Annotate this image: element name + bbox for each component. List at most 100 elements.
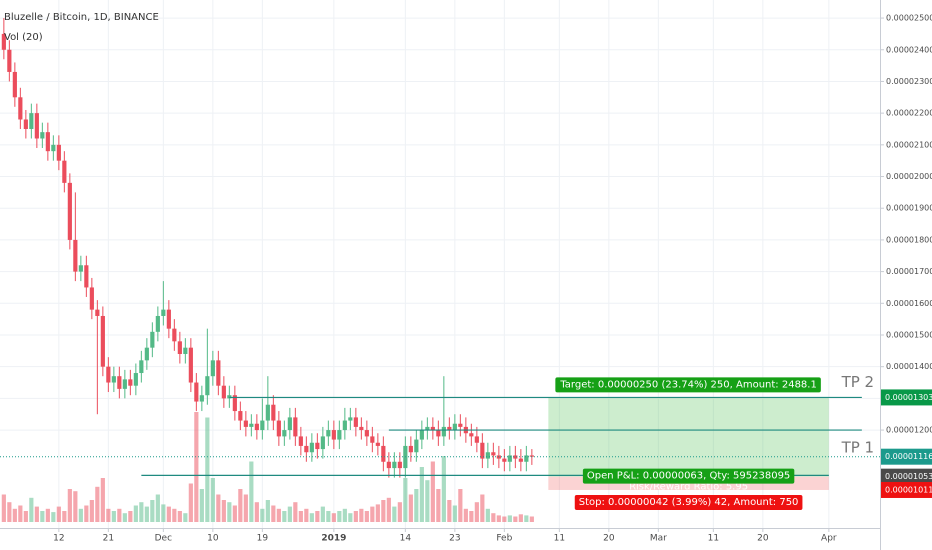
volume-bar xyxy=(496,515,501,522)
candle-body xyxy=(177,341,182,355)
candle-body xyxy=(359,426,364,431)
candle-body xyxy=(40,132,45,139)
candle-body xyxy=(183,347,188,355)
x-tick-label: 19 xyxy=(257,534,269,544)
candle-body xyxy=(205,376,210,396)
candle-body xyxy=(122,379,127,389)
candle-body xyxy=(45,132,50,152)
candle-body xyxy=(331,430,336,440)
candle-body xyxy=(425,426,430,431)
y-tick-label: 0.00002100 xyxy=(886,140,932,149)
candle-body xyxy=(287,417,292,431)
volume-bar xyxy=(408,494,413,522)
volume-bar xyxy=(425,480,430,522)
x-tick-label: Dec xyxy=(155,534,172,544)
volume-bar xyxy=(34,506,39,522)
candle-body xyxy=(95,309,100,316)
price-tag-label: 0.00001303 xyxy=(885,393,932,402)
candle-body xyxy=(447,426,452,431)
target-zone xyxy=(548,397,829,477)
candle-body xyxy=(133,373,138,386)
candle-body xyxy=(315,442,320,450)
candle-body xyxy=(419,430,424,440)
volume-bar xyxy=(117,508,122,522)
candle-body xyxy=(485,452,490,459)
x-tick-label: 20 xyxy=(757,534,769,544)
volume-bar xyxy=(419,467,424,522)
x-tick-label: 11 xyxy=(708,534,719,544)
volume-bar xyxy=(1,494,6,522)
candle-body xyxy=(452,423,457,431)
candle-body xyxy=(84,265,89,288)
volume-bar xyxy=(161,504,166,522)
volume-bar xyxy=(232,505,237,522)
candle-body xyxy=(342,420,347,431)
volume-bar xyxy=(392,506,397,522)
volume-bar xyxy=(353,511,358,522)
pnl-label-box xyxy=(582,468,795,484)
candle-body xyxy=(513,455,518,459)
candle-body xyxy=(392,461,397,469)
candle-body xyxy=(188,347,193,383)
volume-bar xyxy=(375,504,380,522)
volume-bar xyxy=(298,511,303,522)
y-tick-label: 0.00001700 xyxy=(886,267,932,276)
y-tick-label: 0.00001400 xyxy=(886,362,932,371)
candle-body xyxy=(320,436,325,450)
volume-bar xyxy=(111,511,116,522)
candle-body xyxy=(216,360,221,386)
volume-bar xyxy=(271,505,276,522)
candle-body xyxy=(293,417,298,437)
volume-bar xyxy=(7,502,12,522)
volume-bar xyxy=(238,489,243,522)
candle-body xyxy=(7,49,12,72)
volume-bar xyxy=(172,508,177,522)
volume-bar xyxy=(78,508,83,522)
candle-body xyxy=(436,430,441,437)
candle-body xyxy=(441,426,446,437)
volume-bar xyxy=(287,506,292,522)
candle-body xyxy=(276,420,281,437)
candle-body xyxy=(111,376,116,383)
candle-body xyxy=(1,33,6,50)
x-tick-label: 11 xyxy=(554,534,565,544)
candle-body xyxy=(249,423,254,427)
rr-label: Risk/Reward Ratio: 5.95 xyxy=(629,482,748,493)
x-tick-label: Mar xyxy=(650,534,667,544)
volume-bar xyxy=(342,508,347,522)
x-tick-label: Apr xyxy=(821,534,837,544)
chart-title: Bluzelle / Bitcoin, 1D, BINANCE xyxy=(4,12,159,23)
price-tag xyxy=(881,481,932,498)
candle-body xyxy=(12,71,17,98)
volume-bar xyxy=(166,506,171,522)
stop-label: Stop: 0.00000042 (3.99%) 42, Amount: 750 xyxy=(579,497,799,508)
level-label: TP 1 xyxy=(841,439,875,457)
volume-bar xyxy=(84,505,89,522)
y-tick-label: 0.00002200 xyxy=(886,109,932,118)
volume-bar xyxy=(381,500,386,522)
candle-body xyxy=(106,366,111,383)
volume-bar xyxy=(529,516,534,522)
volume-bar xyxy=(359,508,364,522)
volume-bar xyxy=(436,489,441,522)
price-tag xyxy=(881,468,932,485)
volume-bar xyxy=(260,508,265,522)
volume-bar xyxy=(513,516,518,522)
volume-bar xyxy=(458,489,463,522)
candle-body xyxy=(507,455,512,462)
price-tag-label: 0.00001116 xyxy=(885,452,932,461)
x-tick-label: 23 xyxy=(449,534,460,544)
candle-body xyxy=(210,360,215,377)
volume-bar xyxy=(309,513,314,522)
candle-body xyxy=(348,417,353,421)
volume-bar xyxy=(386,497,391,522)
x-tick-label: 20 xyxy=(603,534,615,544)
candle-body xyxy=(518,458,523,462)
volume-bar xyxy=(73,491,78,522)
candle-body xyxy=(161,309,166,316)
volume-bar xyxy=(480,494,485,522)
volume-bar xyxy=(62,511,67,522)
candle-body xyxy=(172,328,177,342)
